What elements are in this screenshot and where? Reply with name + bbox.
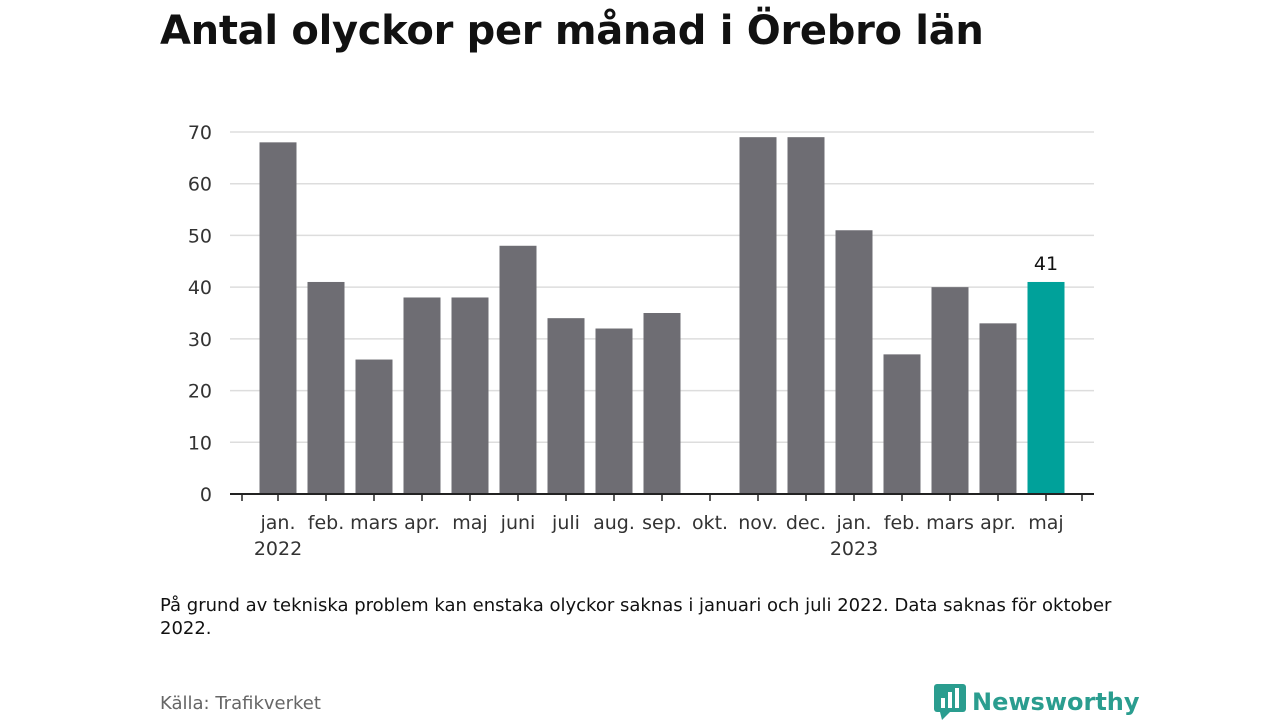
year-label: 2022 bbox=[254, 538, 302, 560]
bar bbox=[499, 245, 537, 494]
bar bbox=[355, 359, 393, 494]
x-tick-label: jan. bbox=[835, 512, 871, 534]
x-tick-label: mars bbox=[926, 512, 974, 534]
data-labels: 41 bbox=[1034, 253, 1058, 275]
bar bbox=[835, 230, 873, 494]
y-tick-label: 60 bbox=[188, 174, 212, 196]
y-tick-label: 40 bbox=[188, 277, 212, 299]
bar bbox=[547, 318, 585, 494]
y-tick-label: 20 bbox=[188, 381, 212, 403]
data-label: 41 bbox=[1034, 253, 1058, 275]
bar bbox=[979, 323, 1017, 494]
y-tick-label: 30 bbox=[188, 329, 212, 351]
newsworthy-logo-icon bbox=[934, 684, 966, 720]
bar bbox=[403, 297, 441, 494]
x-tick-label: maj bbox=[1028, 512, 1063, 534]
x-tick-label: sep. bbox=[642, 512, 682, 534]
x-tick-label: feb. bbox=[308, 512, 344, 534]
bar bbox=[307, 281, 345, 494]
bar bbox=[1027, 281, 1065, 494]
y-axis-tick-labels: 0 10 20 30 40 50 60 70 bbox=[188, 122, 212, 506]
bar bbox=[787, 137, 825, 494]
bar bbox=[259, 142, 297, 495]
x-tick-label: feb. bbox=[884, 512, 920, 534]
bar bbox=[883, 354, 921, 494]
bar bbox=[595, 328, 633, 494]
brand-name: Newsworthy bbox=[972, 688, 1140, 716]
x-tick-label: juli bbox=[551, 512, 580, 534]
y-tick-label: 10 bbox=[188, 432, 212, 454]
x-axis bbox=[230, 493, 1094, 501]
x-tick-label: jan. bbox=[259, 512, 295, 534]
x-tick-label: dec. bbox=[786, 512, 826, 534]
source-credit: Källa: Trafikverket bbox=[160, 693, 321, 714]
bar bbox=[931, 287, 969, 494]
y-tick-label: 50 bbox=[188, 225, 212, 247]
bar bbox=[451, 297, 489, 494]
year-label: 2023 bbox=[830, 538, 878, 560]
x-tick-label: juni bbox=[500, 512, 536, 534]
chart-note: På grund av tekniska problem kan enstaka… bbox=[160, 595, 1112, 639]
x-tick-label: okt. bbox=[692, 512, 728, 534]
x-tick-label: maj bbox=[452, 512, 487, 534]
brand-logo[interactable]: Newsworthy bbox=[934, 684, 1140, 720]
bar bbox=[643, 313, 681, 494]
x-tick-label: mars bbox=[350, 512, 398, 534]
y-tick-label: 0 bbox=[200, 484, 212, 506]
x-tick-label: nov. bbox=[738, 512, 777, 534]
bar bbox=[739, 137, 777, 494]
chart-title: Antal olyckor per månad i Örebro län bbox=[160, 8, 984, 54]
x-tick-label: aug. bbox=[593, 512, 635, 534]
y-tick-label: 70 bbox=[188, 122, 212, 144]
x-tick-label: apr. bbox=[980, 512, 1016, 534]
bars bbox=[259, 137, 1065, 495]
x-tick-label: apr. bbox=[404, 512, 440, 534]
x-axis-tick-labels: jan. feb. mars apr. maj juni juli aug. sep. okt. n… bbox=[254, 512, 1064, 560]
